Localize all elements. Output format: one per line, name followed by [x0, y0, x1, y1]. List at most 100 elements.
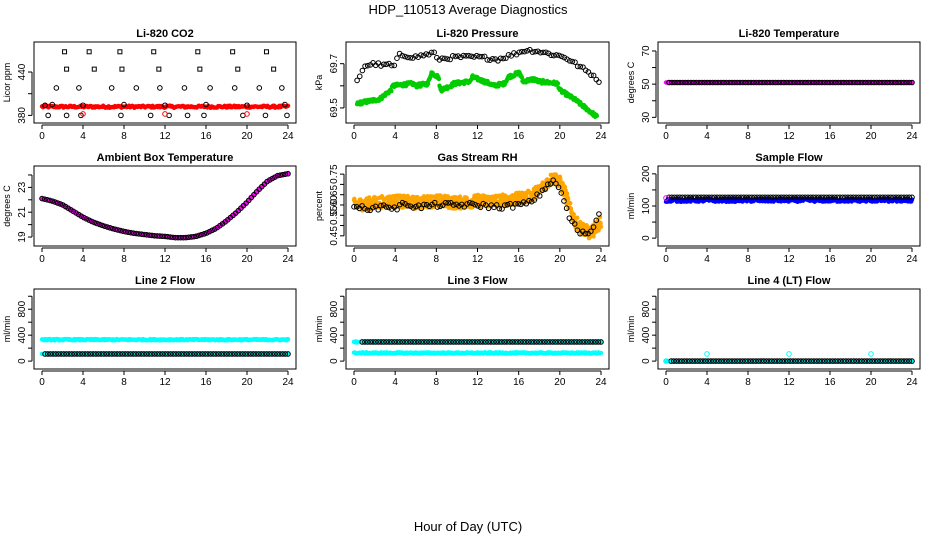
temp-avg-point — [898, 79, 904, 86]
x-tick-label: 20 — [241, 377, 253, 388]
temp-avg-point — [666, 79, 672, 86]
line3-avg-point — [571, 339, 577, 345]
temp-avg-point — [709, 79, 716, 86]
temp-avg-point — [881, 79, 888, 86]
line4-avg-point — [906, 358, 913, 364]
pressure-avg-point — [535, 48, 541, 55]
sample-flow-avg-point — [842, 194, 849, 201]
sample-flow-avg-point — [810, 194, 817, 201]
temp-avg-point — [851, 79, 858, 86]
sample-flow-avg-point — [794, 194, 801, 201]
co2-span-point — [86, 49, 92, 55]
temp-avg-point — [890, 79, 896, 86]
line4-avg-point — [898, 358, 905, 364]
line4-avg-point — [715, 358, 722, 364]
pressure-avg-point — [479, 53, 485, 60]
panel-6: Line 2 Flow ml/min 0 4 8 12 16 20 24 0 400 800 — [2, 275, 297, 388]
line4-avg-point — [705, 358, 711, 364]
line4-avg-point — [895, 358, 902, 364]
panel-5: Sample Flow ml/min 0 4 8 12 16 20 24 0 100 200 — [626, 152, 921, 265]
x-tick-label: 0 — [663, 254, 669, 265]
line3-avg-point — [388, 339, 395, 345]
temp-avg-point — [731, 79, 738, 86]
pressure-avg-point — [359, 67, 366, 74]
rh-avg-point — [375, 206, 382, 213]
line2-avg-point — [47, 351, 54, 357]
sample-flow-avg-point — [700, 194, 707, 201]
temp-avg-point — [849, 79, 855, 86]
co2-high-point — [133, 85, 140, 91]
line4-avg-point — [723, 358, 730, 364]
sample-flow-avg-point — [682, 194, 688, 201]
line3-avg-point — [498, 339, 505, 345]
box-temp-avg-point — [99, 222, 105, 229]
rh-avg-point — [596, 211, 602, 217]
temp-avg-point — [688, 79, 694, 86]
y-tick-label: 70 — [641, 45, 652, 57]
line2-avg-point — [285, 351, 291, 357]
line2-avg-point — [117, 351, 123, 357]
x-tick-label: 4 — [80, 131, 86, 142]
line4-avg-point — [766, 358, 772, 364]
pressure-avg-point — [471, 54, 477, 60]
sample-flow-avg-point — [714, 194, 720, 201]
x-tick-label: 16 — [200, 254, 212, 265]
sample-flow-avg-point — [871, 194, 878, 201]
line3-avg-point — [592, 339, 599, 345]
rh-avg-point — [563, 205, 570, 212]
temp-avg-point — [750, 79, 757, 86]
x-tick-label: 8 — [745, 254, 751, 265]
line2-avg-point — [111, 351, 118, 357]
line3-avg-point — [410, 339, 417, 345]
sample-flow-avg-point — [668, 194, 675, 201]
figure-title: HDP_110513 Average Diagnostics — [369, 2, 568, 17]
y-tick-label: 0.75 — [329, 164, 340, 184]
pressure-avg-point — [364, 62, 371, 69]
sample-flow-avg-point — [754, 194, 760, 201]
y-tick-label: 30 — [641, 111, 652, 123]
co2-avg-point — [282, 101, 288, 108]
box-temp-avg-point — [39, 195, 45, 202]
line3-avg-point — [531, 339, 537, 345]
sample-flow-avg-point — [781, 194, 787, 201]
line3-avg-point — [579, 339, 586, 345]
panel-title: Line 2 Flow — [135, 275, 195, 287]
panel-0: Li-820 CO2 Licor ppm 0 4 8 12 16 20 24 380 440 — [2, 28, 297, 142]
line3-avg-point — [450, 339, 457, 345]
line3-avg-point — [547, 339, 553, 345]
sample-flow-avg-point — [674, 194, 680, 201]
co2-span-point — [235, 66, 241, 72]
sample-flow-start-point — [663, 195, 669, 201]
temp-avg-point — [832, 79, 839, 86]
box-temp-avg-point — [141, 231, 147, 238]
y-tick-label: 19 — [17, 231, 28, 243]
x-tick-label: 8 — [434, 131, 440, 142]
box-temp-avg-point — [196, 232, 202, 239]
co2-span-point — [91, 66, 97, 72]
line3-avg-point — [598, 339, 604, 345]
line4-avg-point — [747, 358, 754, 364]
co2-zero-point — [118, 112, 124, 119]
line4-avg-point — [763, 358, 770, 364]
line2-avg-point — [258, 351, 265, 357]
temp-avg-point — [887, 79, 893, 86]
temp-avg-point — [701, 79, 708, 86]
co2-avg-point — [42, 102, 48, 109]
rh-avg-point — [413, 203, 419, 210]
line3-avg-point — [466, 339, 473, 345]
pressure-avg-point — [484, 57, 491, 63]
temp-avg-point — [895, 79, 902, 86]
line2-avg-point — [186, 351, 193, 357]
temp-avg-point — [805, 79, 812, 86]
rh-avg-point — [485, 205, 492, 212]
pressure-avg-point — [516, 49, 523, 56]
x-tick-label: 0 — [351, 254, 357, 265]
rh-avg-point — [450, 202, 457, 208]
line4-avg-point — [840, 358, 846, 364]
y-tick-label: 400 — [329, 326, 340, 343]
pressure-avg-point — [476, 53, 483, 60]
sample-flow-avg-point — [716, 194, 723, 201]
rh-avg-point — [550, 177, 556, 184]
box-temp-avg-point — [185, 234, 192, 241]
rh-raw-point — [562, 184, 568, 190]
